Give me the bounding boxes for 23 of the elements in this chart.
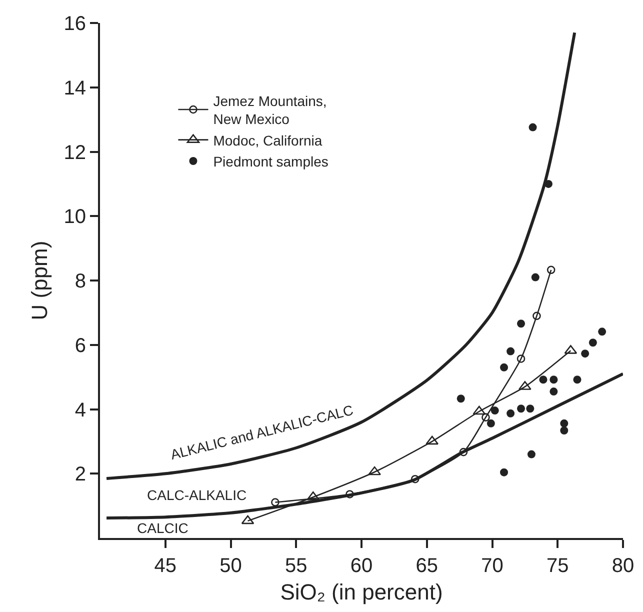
x-tick-label: 50 [220,555,242,577]
legend-label: Jemez Mountains, New Mexico [213,92,327,128]
y-tick-label: 4 [74,399,86,422]
x-tick-label: 70 [481,555,504,577]
x-axis-title: SiO₂ (in percent) [280,579,443,604]
y-tick-label: 8 [74,270,86,292]
y-tick-label: 6 [74,334,86,357]
x-tick-label: 55 [285,555,308,577]
y-axis-title: U (ppm) [27,240,52,320]
y-tick-label: 14 [64,77,86,100]
x-tick-label: 75 [546,555,569,577]
y-tick-label: 12 [64,142,86,164]
x-tick-label: 60 [350,555,373,577]
x-tick-label: 80 [612,555,634,577]
y-tick-label: 16 [64,13,86,35]
y-tick-label: 2 [74,464,86,486]
y-tick-label: 10 [64,206,86,228]
legend-label: Modoc, California [213,132,322,148]
x-tick-label: 45 [154,555,177,577]
annotation: CALC-ALKALIC [147,487,247,503]
legend-label: Piedmont samples [213,153,328,170]
x-tick-label: 65 [416,555,438,577]
annotation: CALCIC [137,520,188,536]
